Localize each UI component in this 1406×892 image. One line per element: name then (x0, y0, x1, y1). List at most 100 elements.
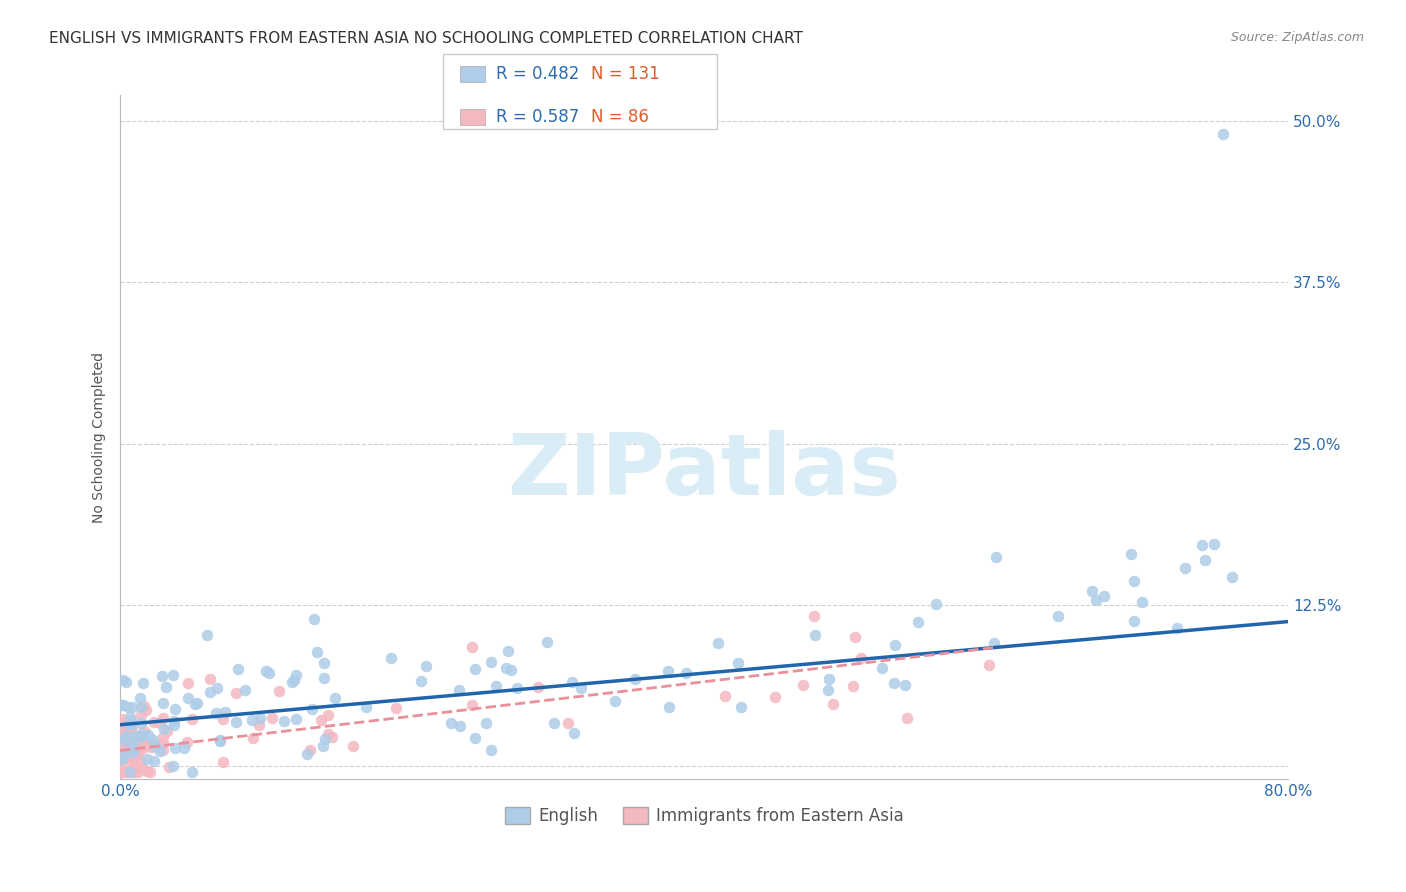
Point (342, 739, 364, 753)
Text: ENGLISH VS IMMIGRANTS FROM EASTERN ASIA NO SCHOOLING COMPLETED CORRELATION CHART: ENGLISH VS IMMIGRANTS FROM EASTERN ASIA … (49, 31, 803, 46)
Point (569, 681, 592, 695)
Point (817, 682, 839, 697)
Point (260, 711, 283, 725)
Point (122, 742, 145, 756)
Point (142, 714, 165, 729)
Point (214, 705, 236, 719)
Point (115, 727, 138, 741)
Point (115, 733, 138, 747)
Point (111, 765, 134, 780)
Text: N = 131: N = 131 (591, 65, 659, 83)
Point (111, 765, 134, 780)
Point (823, 697, 845, 711)
Point (883, 675, 905, 690)
Point (321, 730, 343, 744)
Point (233, 683, 256, 698)
Point (730, 700, 752, 714)
Point (603, 693, 626, 707)
Point (181, 712, 204, 726)
Point (120, 765, 142, 780)
Point (314, 656, 336, 670)
Point (152, 742, 174, 756)
Point (122, 731, 145, 745)
Point (122, 765, 145, 780)
Point (479, 742, 502, 756)
Point (302, 612, 325, 626)
Point (506, 681, 529, 696)
Point (205, 681, 228, 695)
Point (155, 680, 177, 694)
Point (112, 733, 135, 747)
Text: ZIPatlas: ZIPatlas (508, 430, 901, 513)
Point (284, 668, 307, 682)
Point (152, 723, 174, 737)
Point (195, 628, 218, 642)
Point (136, 738, 159, 752)
Point (205, 706, 228, 721)
Point (163, 741, 186, 756)
Point (461, 640, 484, 654)
Point (983, 636, 1005, 650)
Point (121, 735, 143, 749)
Point (1174, 561, 1197, 575)
Point (209, 733, 232, 747)
Point (120, 714, 142, 729)
Point (152, 730, 174, 744)
Point (152, 736, 174, 750)
Point (135, 764, 157, 778)
Point (145, 739, 167, 754)
Point (162, 718, 184, 732)
Point (111, 752, 134, 766)
Point (115, 725, 138, 739)
Point (163, 714, 186, 728)
Point (707, 636, 730, 650)
Point (124, 751, 146, 765)
Point (157, 760, 180, 774)
Point (249, 710, 271, 724)
Point (247, 718, 270, 732)
Point (311, 714, 333, 728)
Point (149, 715, 172, 730)
Point (295, 747, 318, 761)
Point (162, 759, 184, 773)
Point (464, 731, 486, 745)
Point (112, 736, 135, 750)
Point (142, 739, 165, 753)
Point (121, 720, 143, 734)
Point (198, 672, 221, 686)
Point (111, 741, 134, 756)
Point (242, 731, 264, 745)
Point (136, 728, 159, 742)
Point (561, 674, 583, 689)
Point (184, 698, 207, 712)
Point (156, 723, 179, 738)
Point (112, 747, 135, 762)
Point (792, 678, 814, 692)
Point (658, 700, 681, 714)
Point (176, 690, 198, 705)
Point (135, 752, 157, 766)
Point (112, 723, 135, 738)
Point (498, 644, 520, 658)
Point (675, 666, 697, 681)
Point (979, 657, 1001, 672)
Point (132, 676, 155, 690)
Point (131, 761, 153, 775)
Point (257, 666, 280, 681)
Point (475, 716, 498, 731)
Point (135, 703, 157, 717)
Point (122, 747, 145, 762)
Point (117, 699, 139, 714)
Point (1123, 615, 1146, 629)
Point (143, 737, 166, 751)
Point (121, 699, 143, 714)
Point (120, 710, 142, 724)
Point (380, 651, 402, 665)
Point (121, 738, 143, 752)
Point (415, 659, 437, 673)
Point (198, 685, 221, 699)
Point (111, 698, 134, 712)
Point (129, 730, 152, 744)
Point (894, 678, 917, 692)
Point (118, 724, 141, 739)
